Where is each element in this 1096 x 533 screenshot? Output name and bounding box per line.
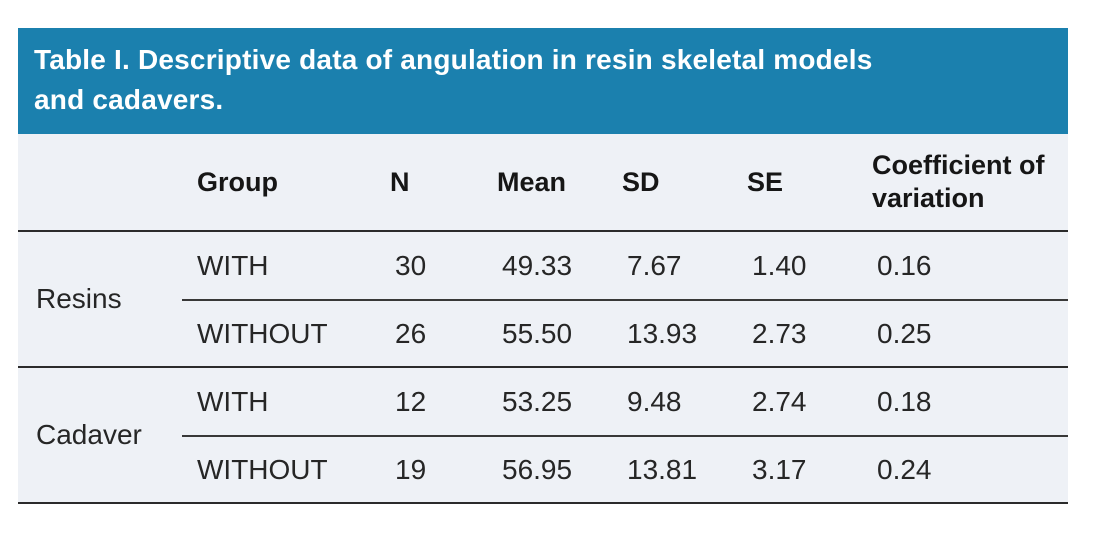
cell-group: WITHOUT bbox=[197, 317, 328, 349]
cell-n: 26 bbox=[395, 317, 427, 349]
cell-cv: 0.16 bbox=[877, 249, 932, 281]
column-header-mean: Mean bbox=[497, 166, 567, 197]
cell-cv: 0.25 bbox=[877, 317, 932, 349]
cell-mean: 56.95 bbox=[502, 453, 573, 485]
section-resins: Resins WITH 30 49.33 7.67 1.40 0.16 WITH… bbox=[18, 232, 1068, 366]
descriptive-data-table: Table I. Descriptive data of angulation … bbox=[18, 28, 1068, 504]
table-header-row: Group N Mean SD SE Coefficient of variat… bbox=[18, 134, 1068, 232]
cell-group: WITHOUT bbox=[197, 453, 328, 485]
column-header-coefficient-of-variation: Coefficient of variation bbox=[872, 150, 1045, 213]
cell-mean: 53.25 bbox=[502, 385, 573, 417]
cell-sd: 13.93 bbox=[627, 317, 698, 349]
table-row-cadaver-without: WITHOUT 19 56.95 13.81 3.17 0.24 bbox=[182, 435, 1068, 502]
table-row-cadaver-with: WITH 12 53.25 9.48 2.74 0.18 bbox=[182, 368, 1068, 435]
cell-cv: 0.18 bbox=[877, 385, 932, 417]
section-label-resins: Resins bbox=[36, 283, 122, 314]
column-header-group: Group bbox=[197, 166, 278, 197]
table-title-banner: Table I. Descriptive data of angulation … bbox=[18, 28, 1068, 134]
table-row-resins-with: WITH 30 49.33 7.67 1.40 0.16 bbox=[182, 232, 1068, 299]
cell-mean: 55.50 bbox=[502, 317, 573, 349]
cell-n: 30 bbox=[395, 249, 427, 281]
column-header-sd: SD bbox=[622, 166, 660, 197]
cell-group: WITH bbox=[197, 249, 269, 281]
cell-cv: 0.24 bbox=[877, 453, 932, 485]
cell-sd: 7.67 bbox=[627, 249, 682, 281]
table-row-resins-without: WITHOUT 26 55.50 13.93 2.73 0.25 bbox=[182, 299, 1068, 366]
cell-se: 2.73 bbox=[752, 317, 807, 349]
cell-sd: 13.81 bbox=[627, 453, 698, 485]
column-header-se: SE bbox=[747, 166, 784, 197]
cell-group: WITH bbox=[197, 385, 269, 417]
table-title: Table I. Descriptive data of angulation … bbox=[34, 44, 873, 115]
cell-sd: 9.48 bbox=[627, 385, 682, 417]
table-body: Group N Mean SD SE Coefficient of variat… bbox=[18, 134, 1068, 504]
cell-se: 1.40 bbox=[752, 249, 807, 281]
cell-se: 3.17 bbox=[752, 453, 807, 485]
cell-mean: 49.33 bbox=[502, 249, 573, 281]
section-label-cadaver: Cadaver bbox=[36, 419, 142, 450]
cell-n: 12 bbox=[395, 385, 427, 417]
cell-n: 19 bbox=[395, 453, 427, 485]
section-cadaver: Cadaver WITH 12 53.25 9.48 2.74 0.18 WIT… bbox=[18, 366, 1068, 502]
column-header-n: N bbox=[390, 166, 410, 197]
cell-se: 2.74 bbox=[752, 385, 807, 417]
